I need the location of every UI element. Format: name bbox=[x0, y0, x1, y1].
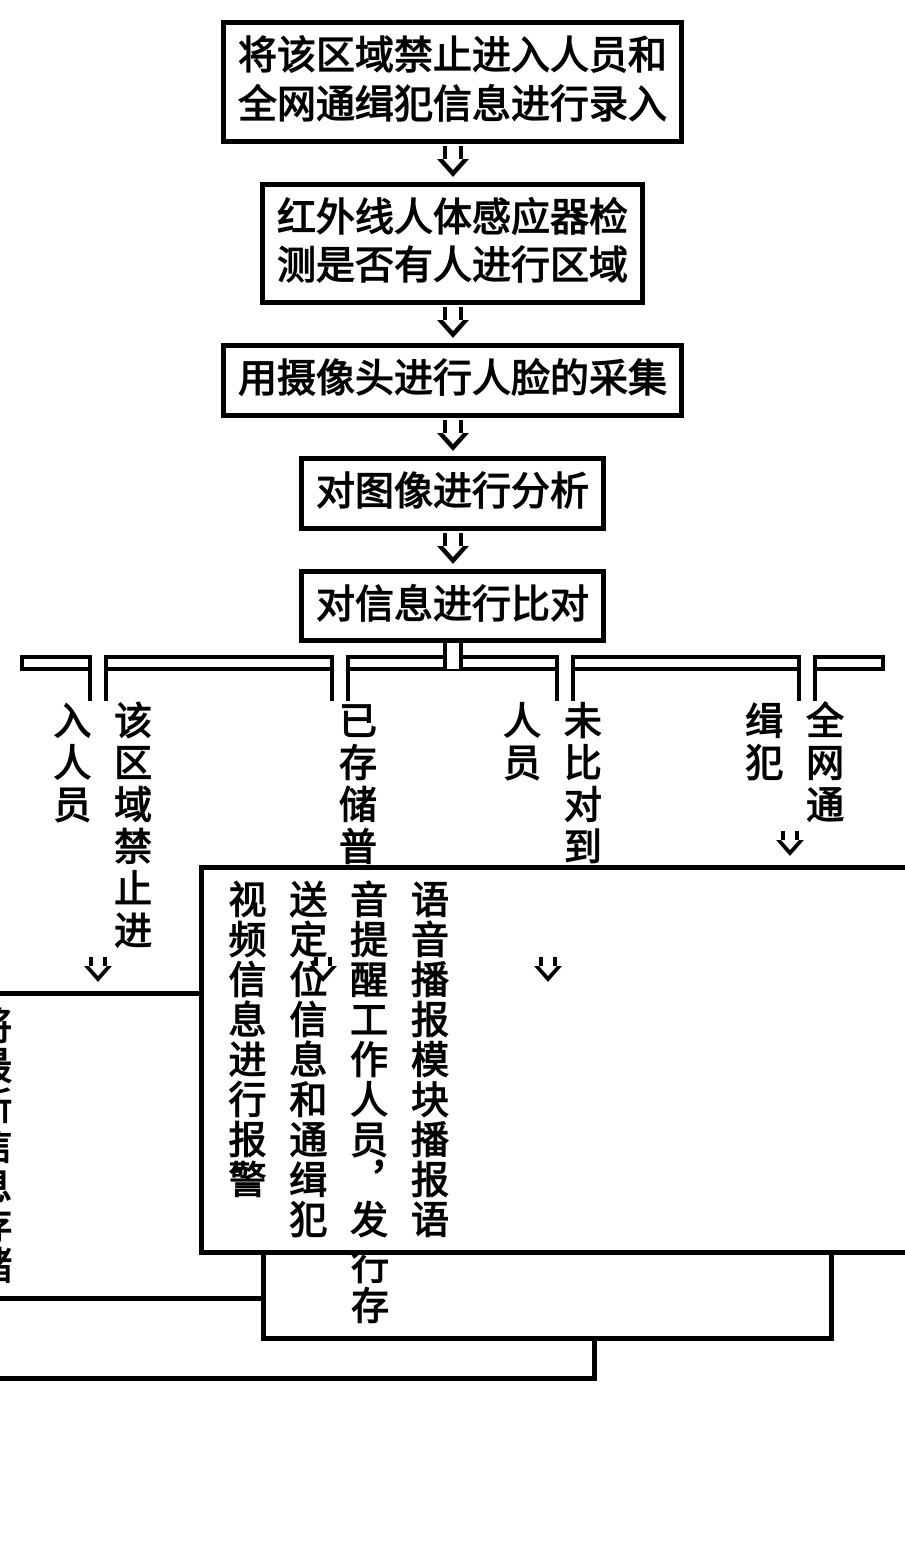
branch-action-box: 语音播报模块播报语 音提醒工作人员，发 送定位信息和通缉犯 视频信息进行报警 bbox=[199, 865, 905, 1255]
branch-label: 该区域禁止进 入人员 bbox=[37, 701, 159, 953]
label-col: 该区域禁止进 bbox=[108, 701, 150, 953]
arrow-down-icon bbox=[436, 533, 470, 567]
arrow-down-icon bbox=[533, 957, 563, 987]
arrow-down-icon bbox=[83, 957, 113, 987]
node-input-info: 将该区域禁止进入人员和全网通缉犯信息进行录入 bbox=[221, 20, 684, 144]
arrow-down-icon bbox=[308, 957, 338, 987]
bus-drop-3 bbox=[555, 655, 575, 701]
bus-drop-4 bbox=[797, 655, 817, 701]
action-col: 音提醒工作人员，发 bbox=[344, 880, 386, 1240]
node-text: 对图像进行分析 bbox=[316, 471, 589, 514]
label-col: 缉犯 bbox=[739, 701, 781, 785]
label-col: 入人员 bbox=[47, 701, 89, 827]
action-col: 送定位信息和通缉犯 bbox=[283, 880, 325, 1240]
bus-drop-2 bbox=[330, 655, 350, 701]
action-text: 语音播报模块播报语 音提醒工作人员，发 送定位信息和通缉犯 视频信息进行报警 bbox=[212, 880, 455, 1240]
branches-row: 该区域禁止进 入人员 语音播报模块播报语 音提醒工作人员 已存储普通人 员 将最… bbox=[20, 701, 885, 1381]
action-col: 视频信息进行报警 bbox=[222, 880, 264, 1200]
node-text: 将该区域禁止进入人员和全网通缉犯信息进行录入 bbox=[238, 35, 667, 127]
branch-label: 全网通 缉犯 bbox=[729, 701, 851, 827]
action-col: 将最新信息存储 bbox=[0, 1006, 10, 1286]
label-col: 人员 bbox=[497, 701, 539, 785]
node-camera-capture: 用摄像头进行人脸的采集 bbox=[221, 343, 684, 418]
node-ir-sensor: 红外线人体感应器检测是否有人进行区域 bbox=[260, 182, 645, 306]
bus-drop-1 bbox=[88, 655, 108, 701]
node-image-analyze: 对图像进行分析 bbox=[299, 456, 606, 531]
node-text: 对信息进行比对 bbox=[316, 584, 589, 627]
action-text: 将最新信息存储 在对应文件夹中 bbox=[0, 1006, 19, 1286]
arrow-down-icon bbox=[436, 307, 470, 341]
flowchart-root: 将该区域禁止进入人员和全网通缉犯信息进行录入 红外线人体感应器检测是否有人进行区… bbox=[20, 20, 885, 1381]
branch-wanted: 全网通 缉犯 语音播报模块播报语 音提醒工作人员，发 送定位信息和通缉犯 视频信… bbox=[695, 701, 885, 1255]
fanout-bus bbox=[20, 641, 885, 701]
node-text: 红外线人体感应器检测是否有人进行区域 bbox=[277, 197, 628, 289]
arrow-down-icon bbox=[775, 831, 805, 861]
label-col: 全网通 bbox=[800, 701, 842, 827]
action-col: 语音播报模块播报语 bbox=[404, 880, 446, 1240]
arrow-down-icon bbox=[436, 146, 470, 180]
node-text: 用摄像头进行人脸的采集 bbox=[238, 358, 667, 401]
arrow-down-icon bbox=[436, 420, 470, 454]
node-info-compare: 对信息进行比对 bbox=[299, 569, 606, 644]
